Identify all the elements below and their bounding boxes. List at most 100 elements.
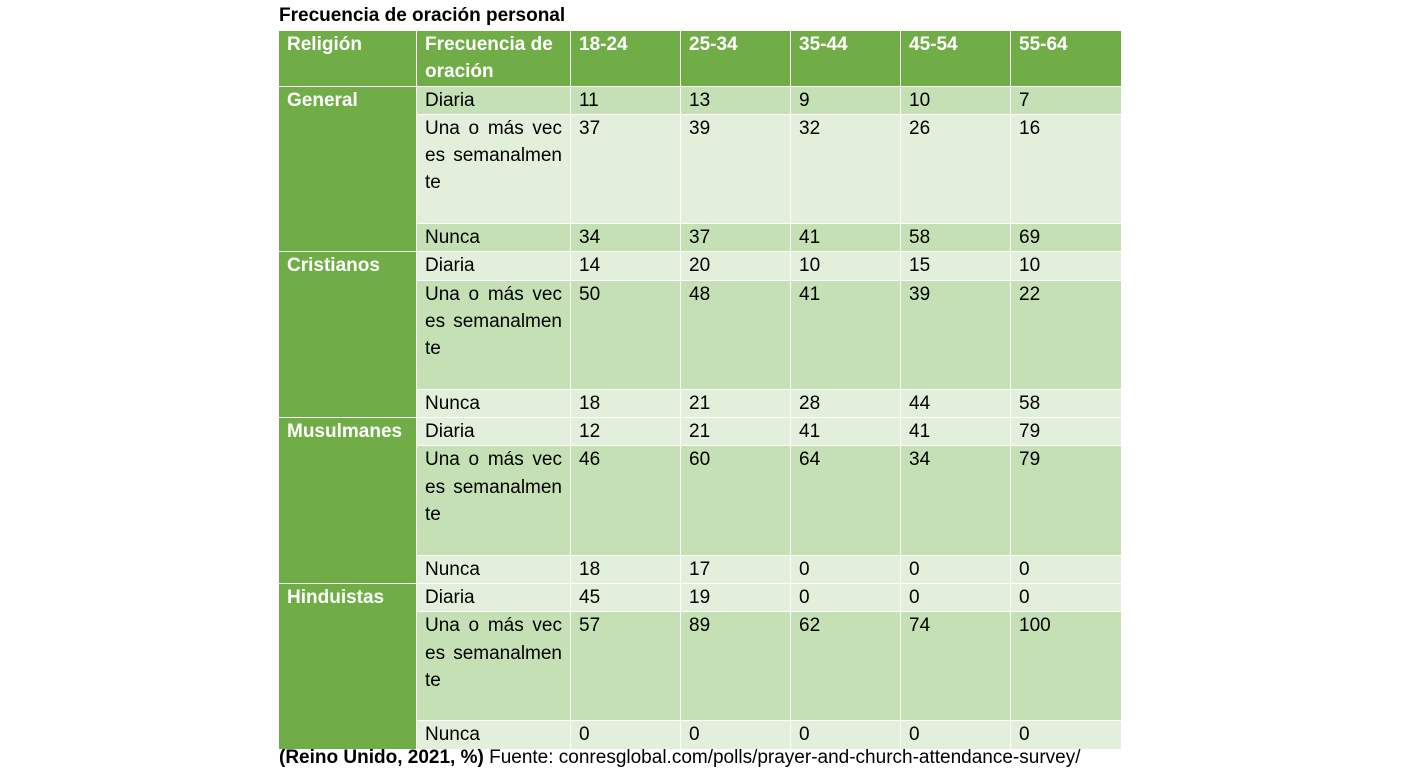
value-cell: 79	[1010, 417, 1122, 447]
value-cell: 41	[900, 417, 1011, 447]
table-row: Nunca 18 21 28 44 58	[279, 388, 1122, 419]
value-cell: 62	[790, 611, 901, 722]
table-row: Musulmanes Diaria 12 21 41 41 79	[278, 417, 1122, 584]
table-row: Nunca 0 0 0 0 0	[279, 720, 1122, 750]
value-cell: 0	[1010, 720, 1122, 750]
value-cell: 17	[680, 554, 791, 584]
value-cell: 21	[680, 388, 791, 419]
value-cell: 10	[1010, 251, 1122, 281]
header-age-18-24: 18-24	[570, 30, 681, 87]
header-age-55-64: 55-64	[1010, 30, 1122, 87]
value-cell: 0	[900, 720, 1011, 750]
value-cell: 41	[790, 223, 901, 253]
header-row: Religión Frecuencia de oración 18-24 25-…	[278, 30, 1122, 87]
value-cell: 57	[570, 611, 681, 722]
religion-cell: General	[278, 85, 417, 253]
value-cell: 12	[570, 417, 681, 447]
frequency-label: Nunca	[416, 388, 571, 419]
value-cell: 26	[900, 113, 1011, 225]
frequency-label: Diaria	[416, 251, 571, 281]
value-cell: 10	[790, 251, 901, 281]
value-cell: 45	[570, 582, 681, 613]
frequency-label: Una o más veces semanalmente	[416, 113, 571, 225]
value-cell: 28	[790, 388, 901, 419]
value-cell: 50	[570, 279, 681, 390]
value-cell: 64	[790, 445, 901, 556]
header-age-45-54: 45-54	[900, 30, 1011, 87]
value-cell: 32	[790, 113, 901, 225]
value-cell: 19	[680, 582, 791, 613]
header-religion: Religión	[278, 30, 417, 87]
value-cell: 34	[900, 445, 1011, 556]
value-cell: 10	[900, 85, 1011, 115]
value-cell: 0	[570, 720, 681, 750]
value-cell: 18	[570, 388, 681, 419]
table-row: Una o más veces semanalmente 50 48 41 39 22	[279, 279, 1122, 390]
value-cell: 60	[680, 445, 791, 556]
religion-cell: Musulmanes	[278, 417, 417, 584]
value-cell: 46	[570, 445, 681, 556]
value-cell: 7	[1010, 85, 1122, 115]
value-cell: 79	[1010, 445, 1122, 556]
value-cell: 0	[900, 554, 1011, 584]
frequency-label: Una o más veces semanalmente	[416, 279, 571, 390]
header-frequency: Frecuencia de oración	[416, 30, 571, 87]
source-region: (Reino Unido, 2021, %)	[279, 747, 484, 768]
table-row: Nunca 18 17 0 0 0	[279, 554, 1122, 584]
religion-cell: Hinduistas	[278, 582, 417, 750]
value-cell: 100	[1010, 611, 1122, 722]
table-row: General Diaria 11 13 9 10 7	[278, 85, 1122, 253]
value-cell: 0	[1010, 582, 1122, 613]
value-cell: 14	[570, 251, 681, 281]
value-cell: 37	[680, 223, 791, 253]
value-cell: 20	[680, 251, 791, 281]
value-cell: 15	[900, 251, 1011, 281]
value-cell: 0	[900, 582, 1011, 613]
value-cell: 41	[790, 279, 901, 390]
value-cell: 58	[900, 223, 1011, 253]
header-age-25-34: 25-34	[680, 30, 791, 87]
prayer-frequency-table: Religión Frecuencia de oración 18-24 25-…	[278, 30, 1122, 750]
value-cell: 44	[900, 388, 1011, 419]
value-cell: 69	[1010, 223, 1122, 253]
table-row: Cristianos Diaria 14 20 10 15 10	[278, 251, 1122, 419]
frequency-label: Diaria	[416, 85, 571, 115]
table-row: Hinduistas Diaria 45 19 0 0 0	[278, 582, 1122, 750]
value-cell: 9	[790, 85, 901, 115]
table-row: Nunca 34 37 41 58 69	[279, 223, 1122, 253]
value-cell: 18	[570, 554, 681, 584]
value-cell: 89	[680, 611, 791, 722]
value-cell: 16	[1010, 113, 1122, 225]
value-cell: 37	[570, 113, 681, 225]
value-cell: 0	[790, 554, 901, 584]
source-url-text: Fuente: conresglobal.com/polls/prayer-an…	[483, 747, 1081, 768]
value-cell: 74	[900, 611, 1011, 722]
frequency-label: Diaria	[416, 417, 571, 447]
value-cell: 13	[680, 85, 791, 115]
header-age-35-44: 35-44	[790, 30, 901, 87]
frequency-label: Nunca	[416, 720, 571, 750]
table-row: Una o más veces semanalmente 37 39 32 26 16	[279, 113, 1122, 225]
frequency-label: Una o más veces semanalmente	[416, 445, 571, 556]
source-note: (Reino Unido, 2021, %) Fuente: conresglo…	[279, 746, 1081, 770]
religion-cell: Cristianos	[278, 251, 417, 419]
frequency-label: Nunca	[416, 223, 571, 253]
value-cell: 21	[680, 417, 791, 447]
value-cell: 0	[680, 720, 791, 750]
value-cell: 58	[1010, 388, 1122, 419]
value-cell: 22	[1010, 279, 1122, 390]
frequency-label: Una o más veces semanalmente	[416, 611, 571, 722]
value-cell: 39	[680, 113, 791, 225]
table-row: Una o más veces semanalmente 46 60 64 34 79	[279, 445, 1122, 556]
value-cell: 34	[570, 223, 681, 253]
value-cell: 0	[1010, 554, 1122, 584]
value-cell: 41	[790, 417, 901, 447]
value-cell: 0	[790, 582, 901, 613]
value-cell: 0	[790, 720, 901, 750]
value-cell: 48	[680, 279, 791, 390]
frequency-label: Nunca	[416, 554, 571, 584]
frequency-label: Diaria	[416, 582, 571, 613]
value-cell: 39	[900, 279, 1011, 390]
value-cell: 11	[570, 85, 681, 115]
table-row: Una o más veces semanalmente 57 89 62 74 100	[279, 611, 1122, 722]
